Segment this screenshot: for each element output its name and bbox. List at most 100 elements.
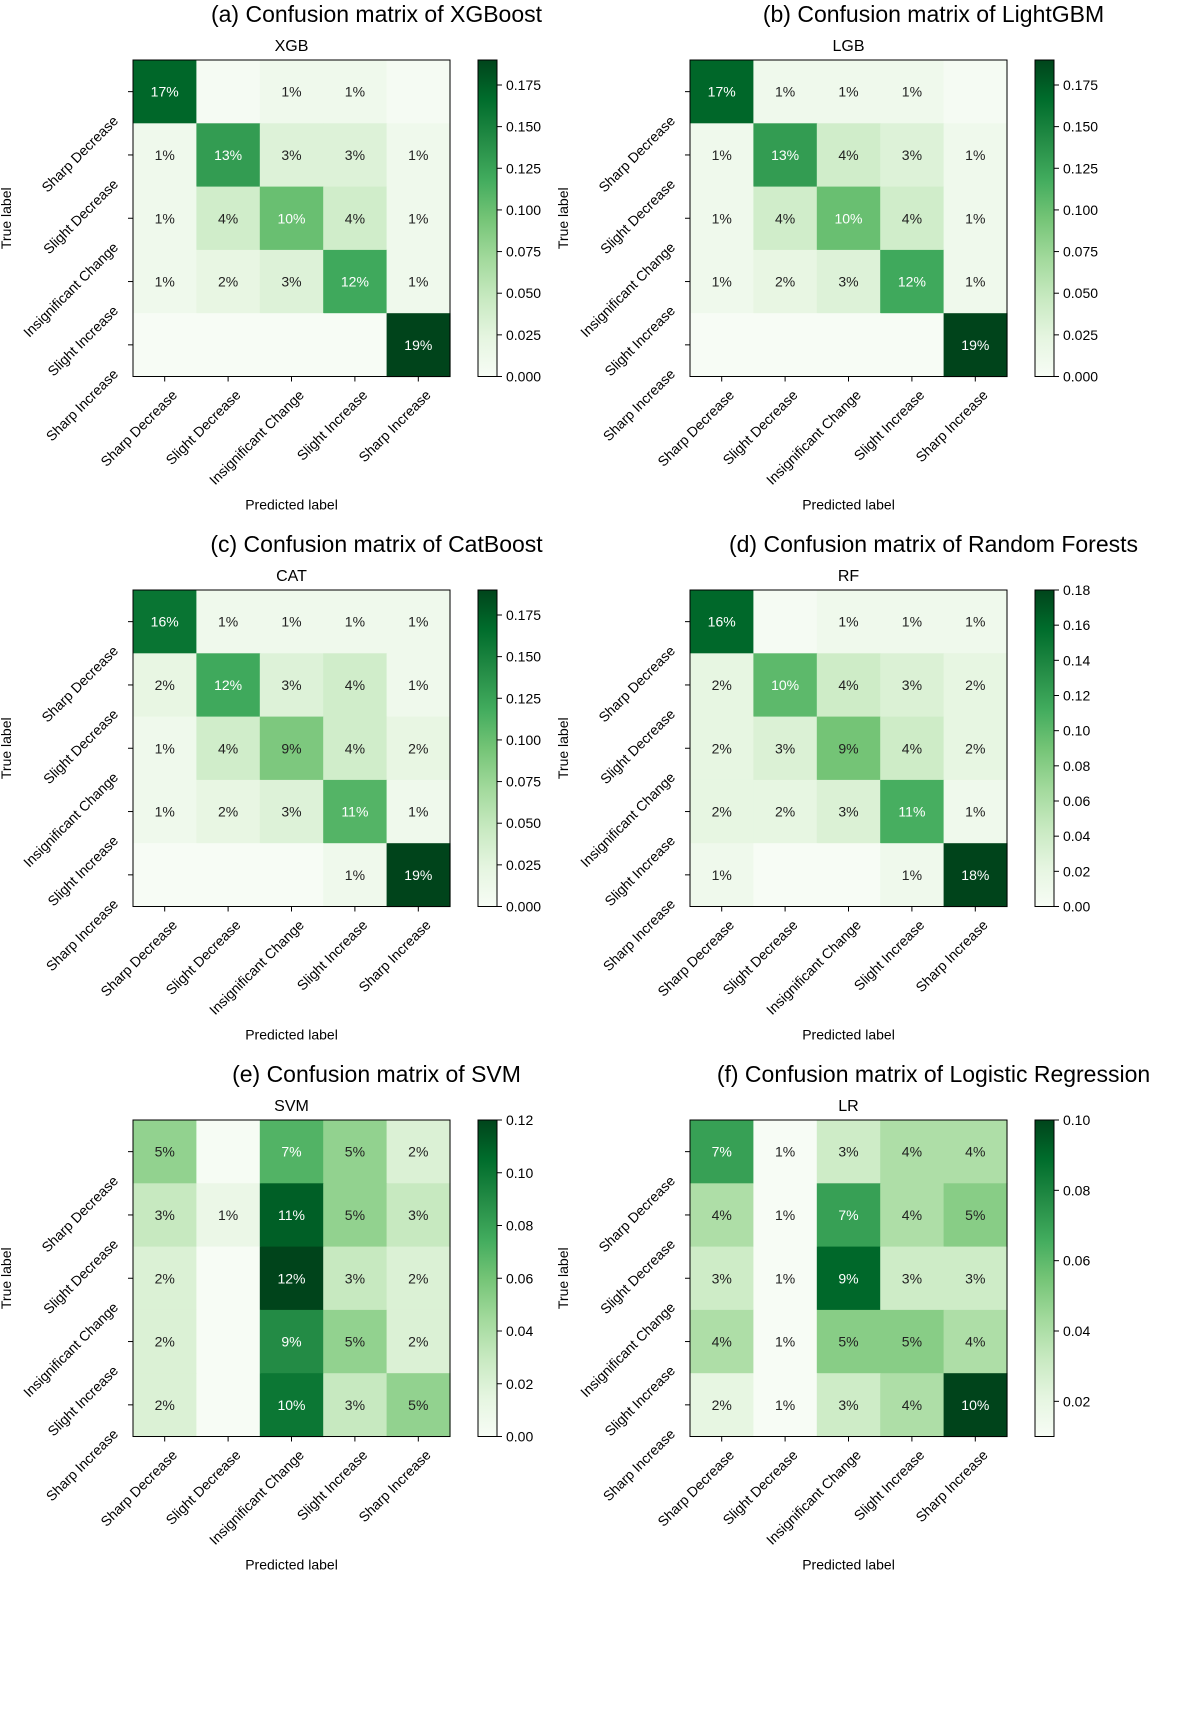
cell-r3-c0: [690, 249, 754, 314]
colorbar-tick-label: 0.00: [506, 1429, 533, 1445]
cell-r4-c4: [943, 313, 1008, 378]
cell-r1-c2: [259, 1183, 324, 1248]
cell-label: 2%: [408, 1144, 428, 1160]
cell-label: 1%: [902, 614, 922, 630]
cell-label: 1%: [155, 147, 175, 163]
cell-r0-c1: [753, 1120, 818, 1184]
colorbar-tick-label: 0.025: [1063, 327, 1098, 343]
cell-r0-c2: [816, 60, 881, 124]
cell-r2-c3: [323, 186, 388, 251]
cell-r0-c4: [386, 1120, 451, 1184]
cell-label: 1%: [775, 1144, 795, 1160]
colorbar-tick-label: 0.175: [1063, 77, 1098, 93]
colorbar-tick-label: 0.175: [506, 607, 541, 623]
cell-r1-c3: [323, 1183, 388, 1248]
panel-lgb: (b) Confusion matrix of LightGBM LGB 17% 1%…: [555, 1, 1104, 513]
cell-label: 2%: [775, 274, 795, 290]
cell-label: 3%: [838, 1144, 858, 1160]
cell-label: 1%: [155, 804, 175, 820]
cell-r4-c3: [323, 1373, 388, 1438]
cell-label: 10%: [834, 210, 862, 226]
cell-label: 19%: [404, 867, 432, 883]
colorbar-tick-label: 0.08: [506, 1218, 533, 1234]
cell-label: 2%: [965, 677, 985, 693]
cell-r4-c1: [196, 843, 261, 908]
panel-xgb: (a) Confusion matrix of XGBoost XGB 17% 1% 1…: [0, 1, 543, 513]
cell-label: 12%: [341, 274, 369, 290]
cell-r2-c4: [943, 186, 1008, 251]
panel-title: (a) Confusion matrix of XGBoost: [211, 1, 543, 27]
cell-r1-c4: [943, 653, 1008, 718]
axes-title: XGB: [275, 38, 309, 55]
axes-title: RF: [838, 568, 860, 585]
cell-label: 3%: [712, 1270, 732, 1286]
cell-label: 11%: [278, 1207, 305, 1223]
cell-r1-c1: [753, 123, 818, 188]
colorbar-tick-label: 0.04: [506, 1323, 533, 1339]
x-axis-label: Predicted label: [245, 1027, 338, 1043]
colorbar-tick-label: 0.14: [1063, 652, 1090, 668]
panel-title: (d) Confusion matrix of Random Forests: [729, 531, 1138, 557]
cell-r1-c0: [133, 1183, 197, 1248]
y-axis-label: True label: [555, 1247, 571, 1309]
cell-r0-c4: [943, 60, 1008, 124]
cell-label: 3%: [838, 274, 858, 290]
colorbar-tick-label: 0.025: [506, 327, 541, 343]
cell-r3-c0: [133, 249, 197, 314]
colorbar-tick-label: 0.12: [1063, 688, 1090, 704]
cell-label: 4%: [712, 1334, 732, 1350]
cell-r2-c0: [690, 1246, 754, 1311]
colorbar-tick-label: 0.10: [1063, 723, 1090, 739]
cell-label: 3%: [408, 1207, 428, 1223]
cell-label: 3%: [281, 274, 301, 290]
colorbar-tick-label: 0.02: [1063, 1393, 1090, 1409]
cell-label: 3%: [345, 147, 365, 163]
colorbar-tick-label: 0.18: [1063, 582, 1090, 598]
cell-r4-c0: [690, 313, 754, 378]
cell-label: 18%: [961, 867, 989, 883]
cell-label: 4%: [345, 740, 365, 756]
cell-r4-c1: [753, 313, 818, 378]
cell-label: 4%: [965, 1144, 985, 1160]
cell-label: 2%: [775, 804, 795, 820]
cell-label: 5%: [902, 1334, 922, 1350]
cell-r1-c0: [133, 123, 197, 188]
cell-r4-c2: [259, 843, 324, 908]
cell-r2-c2: [816, 1246, 881, 1311]
cell-label: 2%: [408, 1270, 428, 1286]
cell-r0-c3: [323, 1120, 388, 1184]
cell-r1-c2: [816, 653, 881, 718]
cell-r2-c3: [880, 1246, 945, 1311]
cell-label: 3%: [345, 1397, 365, 1413]
colorbar-tick-label: 0.100: [506, 732, 541, 748]
y-axis-label: True label: [555, 187, 571, 249]
cell-label: 2%: [408, 1334, 428, 1350]
colorbar-tick-label: 0.02: [506, 1376, 533, 1392]
cell-r4-c2: [816, 843, 881, 908]
cell-label: 2%: [712, 804, 732, 820]
cell-r4-c4: [386, 1373, 451, 1438]
panel-title: (b) Confusion matrix of LightGBM: [763, 1, 1104, 27]
cell-label: 7%: [838, 1207, 858, 1223]
cell-label: 5%: [965, 1207, 985, 1223]
cell-r2-c4: [386, 186, 451, 251]
cell-label: 19%: [404, 337, 432, 353]
cell-r4-c3: [880, 843, 945, 908]
cell-r0-c1: [196, 1120, 261, 1184]
cell-r1-c1: [753, 1183, 818, 1248]
cell-r4-c1: [196, 313, 261, 378]
panel-title: (c) Confusion matrix of CatBoost: [210, 531, 543, 557]
cell-label: 1%: [775, 1207, 795, 1223]
cell-label: 2%: [155, 1334, 175, 1350]
cell-label: 3%: [281, 147, 301, 163]
colorbar-tick-label: 0.10: [506, 1165, 533, 1181]
y-axis-label: True label: [0, 187, 14, 249]
cell-r1-c2: [259, 653, 324, 718]
cell-r4-c0: [133, 313, 197, 378]
cell-r3-c0: [690, 779, 754, 844]
panel-cat: (c) Confusion matrix of CatBoost CAT 16% 1%…: [0, 531, 543, 1043]
y-axis-label: True label: [0, 1247, 14, 1309]
x-axis-label: Predicted label: [245, 497, 338, 513]
cell-r4-c1: [753, 1373, 818, 1438]
cell-label: 2%: [218, 274, 238, 290]
